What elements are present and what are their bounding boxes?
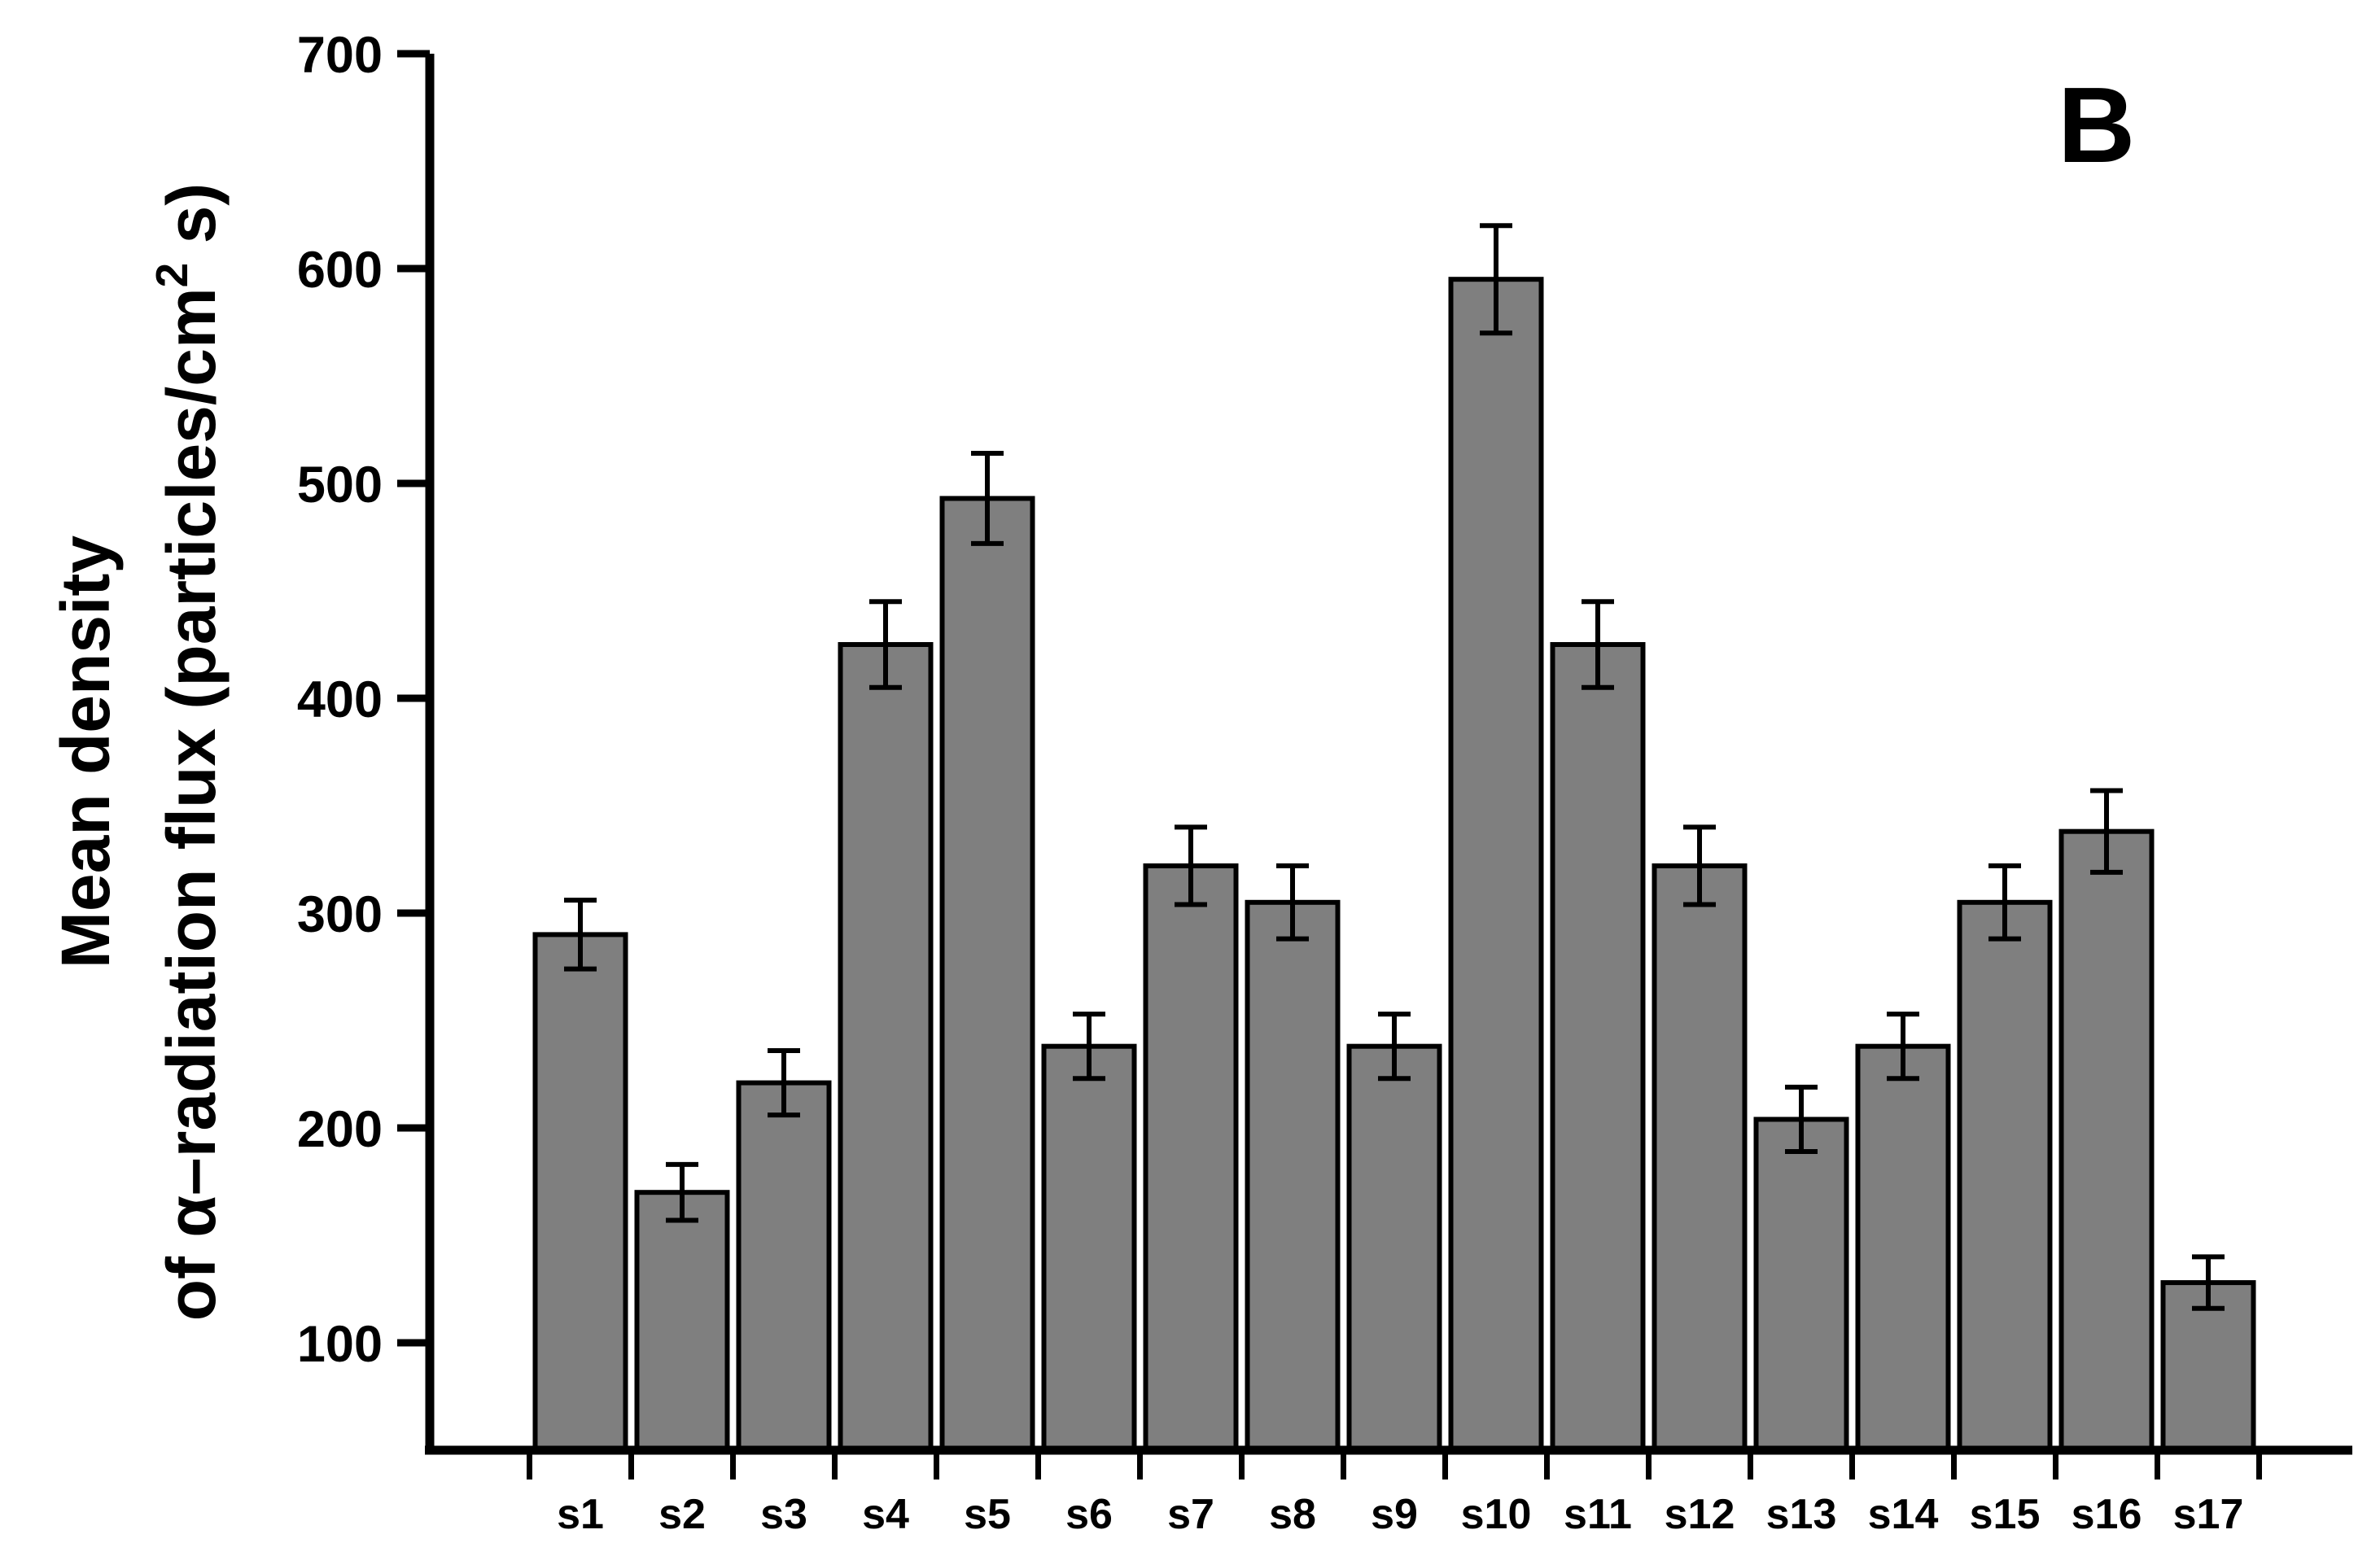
y-axis-title: Mean density of α–radiation flux (partic…: [42, 40, 230, 1464]
x-label-s6: s6: [1065, 1491, 1113, 1538]
x-label-s2: s2: [658, 1491, 706, 1538]
x-label-s5: s5: [964, 1491, 1011, 1538]
y-axis-title-line2: of α–radiation flux (particles/cm2 s): [147, 182, 230, 1322]
x-label-s4: s4: [862, 1491, 909, 1538]
panel-label-b: B: [2058, 65, 2136, 185]
bar-s3: [736, 1080, 832, 1453]
x-label-s7: s7: [1167, 1491, 1214, 1538]
y-tick-label-100: 100: [297, 1316, 383, 1373]
y-tick-label-500: 500: [297, 457, 383, 514]
y-tick-label-400: 400: [297, 671, 383, 728]
x-label-s3: s3: [760, 1491, 807, 1538]
x-label-s11: s11: [1564, 1491, 1632, 1538]
bar-s4: [838, 642, 934, 1453]
bar-s14: [1855, 1043, 1951, 1453]
x-label-s15: s15: [1970, 1491, 2041, 1538]
bar-s16: [2058, 828, 2155, 1453]
bar-s11: [1550, 642, 1646, 1453]
x-label-s10: s10: [1461, 1491, 1532, 1538]
x-label-s12: s12: [1665, 1491, 1735, 1538]
x-label-s8: s8: [1269, 1491, 1316, 1538]
bar-s15: [1957, 899, 2053, 1453]
bar-s8: [1245, 899, 1341, 1453]
bar-s5: [939, 496, 1035, 1453]
x-label-s9: s9: [1371, 1491, 1418, 1538]
bar-s13: [1753, 1117, 1849, 1453]
bar-s7: [1143, 863, 1239, 1453]
y-tick-label-700: 700: [297, 27, 383, 84]
bar-s10: [1448, 277, 1544, 1453]
bar-s9: [1346, 1043, 1442, 1453]
x-label-s1: s1: [557, 1491, 604, 1538]
y-tick-label-300: 300: [297, 886, 383, 943]
x-label-s14: s14: [1868, 1491, 1939, 1538]
x-label-s16: s16: [2072, 1491, 2142, 1538]
superscript-2: 2: [147, 262, 197, 288]
bar-s12: [1652, 863, 1748, 1453]
y-tick-label-600: 600: [297, 242, 383, 299]
bar-s1: [532, 932, 628, 1453]
bar-s6: [1041, 1043, 1137, 1453]
x-label-s13: s13: [1766, 1491, 1837, 1538]
x-label-s17: s17: [2173, 1491, 2244, 1538]
bar-s2: [634, 1190, 730, 1453]
y-tick-label-200: 200: [297, 1101, 383, 1158]
y-axis-title-line1: Mean density: [47, 535, 124, 969]
